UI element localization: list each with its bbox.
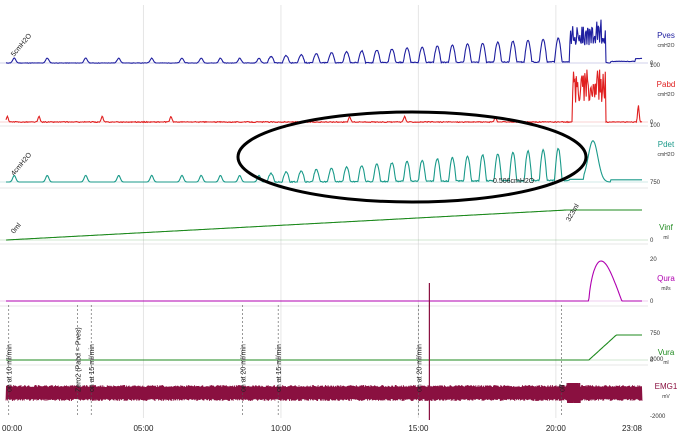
x-tick-label: 00:00 [2,424,23,433]
highlight-ellipse [236,110,588,204]
scale-top-pabd: 100 [650,63,661,69]
event-label: off [559,384,566,392]
event-label: on at 15 ml/min [276,344,283,392]
scale-top-emg1: 2000 [650,357,664,363]
event-label: on at 10 ml/min [7,344,14,392]
trace-emg1 [5,382,643,404]
x-tick-label: 15:00 [408,424,429,433]
event-label: on at 20 ml/min [416,344,423,392]
x-tick-label: 23:08 [622,424,643,433]
channel-unit-pabd: cmH2O [658,92,675,98]
annotation-pdet: 0.506cmH2O [493,178,535,185]
trace-qura [6,260,642,302]
event-label: Zero2 (Pabd = Pves) [75,327,82,392]
scale-bottom-vinf: 0 [650,238,654,244]
scale-bottom-pabd: 0 [650,120,654,126]
channel-name-vinf: Vinf [659,223,673,232]
time-gridlines [0,5,648,418]
scale-bottom-emg1: -2000 [650,414,666,420]
scale-bottom-qura: 0 [650,299,654,305]
start-label-pdet: 4cmH2O [10,151,33,177]
end-label-vinf: 323ml [565,203,581,223]
event-markers: on at 10 ml/min Zero2 (Pabd = Pves) on at … [7,305,566,416]
scale-bottom-pves: 0 [650,61,654,67]
channel-name-qura: Qura [657,274,675,283]
start-label-pves: 5cmH2O [10,32,33,58]
channel-name-emg1: EMG1 [655,382,678,391]
channel-name-vura: Vura [658,348,675,357]
x-tick-label: 10:00 [271,424,292,433]
channel-name-pves: Pves [657,31,675,40]
scale-top-pdet: 100 [650,123,661,129]
scale-top-qura: 20 [650,257,657,263]
channel-unit-pves: cmH2O [658,43,675,49]
x-tick-label: 05:00 [133,424,154,433]
start-label-vinf: 0ml [10,222,23,235]
event-label: on at 20 ml/min [240,344,247,392]
trace-pdet [6,140,642,184]
channel-unit-pdet: cmH2O [658,152,675,158]
scale-top-vura: 750 [650,331,661,337]
trace-vinf [6,209,642,241]
trace-vura [6,334,642,361]
channel-unit-vinf: ml [663,235,668,241]
channel-unit-emg1: mV [662,394,670,400]
channel-traces [0,19,648,420]
trace-pves [5,19,643,65]
trace-pabd [5,69,643,124]
channel-name-pdet: Pdet [658,140,675,149]
channel-unit-qura: ml/s [661,286,671,292]
channel-name-pabd: Pabd [657,80,676,89]
event-label: on at 15 ml/min [89,344,96,392]
scale-bottom-vura: 0 [650,358,654,364]
scale-bottom-pdet: 750 [650,180,661,186]
channel-unit-vura: ml [663,360,668,366]
x-tick-label: 20:00 [546,424,567,433]
time-axis: 00:00 05:00 10:00 15:00 20:00 23:08 [2,424,643,433]
